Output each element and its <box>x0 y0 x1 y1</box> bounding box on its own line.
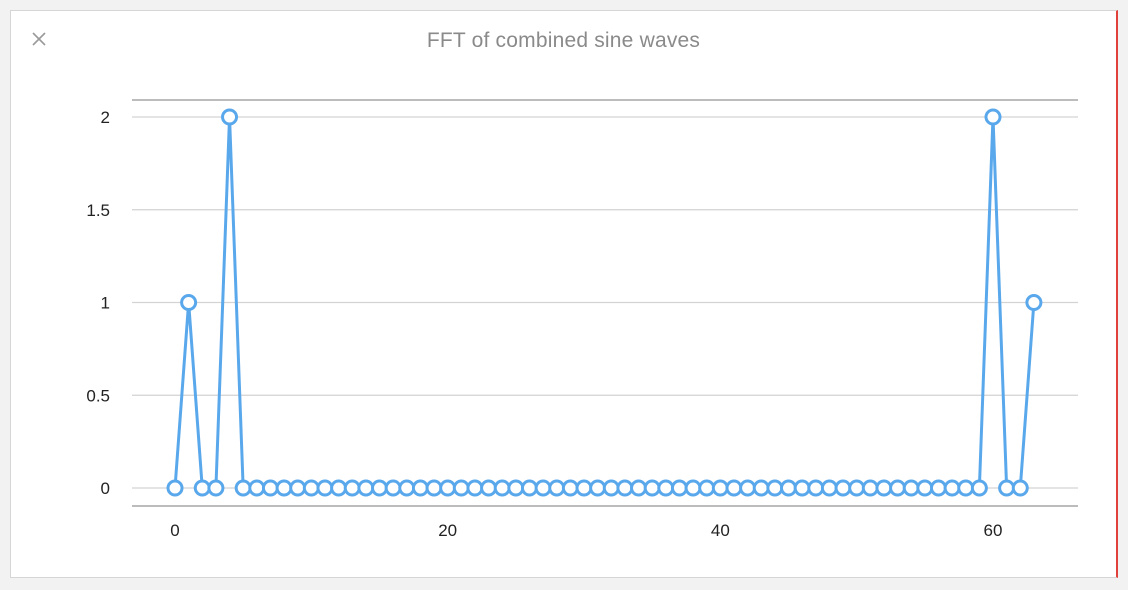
data-point <box>480 479 498 497</box>
data-point <box>316 479 334 497</box>
data-point <box>371 479 388 497</box>
data-point <box>561 479 579 497</box>
data-point <box>998 479 1016 497</box>
data-point <box>970 479 988 497</box>
data-point <box>739 479 757 497</box>
data-point <box>520 479 538 497</box>
data-point <box>861 479 879 497</box>
data-point <box>616 479 634 497</box>
data-point <box>493 479 511 497</box>
data-point <box>725 479 743 497</box>
data-point <box>507 479 525 497</box>
data-point <box>193 479 211 497</box>
x-tick-label: 40 <box>711 521 730 540</box>
data-point <box>166 479 184 497</box>
data-point <box>889 479 907 497</box>
data-point <box>575 479 593 497</box>
data-point <box>848 479 866 497</box>
x-tick-label: 60 <box>984 521 1003 540</box>
data-point <box>248 479 266 497</box>
data-point <box>261 479 279 497</box>
data-point <box>275 479 293 497</box>
data-point <box>452 479 470 497</box>
data-point <box>916 479 934 497</box>
data-point <box>289 479 307 497</box>
chart-title: FFT of combined sine waves <box>426 29 701 52</box>
data-point <box>630 479 648 497</box>
y-tick-label: 0 <box>101 479 110 498</box>
data-point <box>711 479 729 497</box>
close-icon <box>32 32 46 46</box>
data-point <box>221 108 239 126</box>
data-point <box>752 479 770 497</box>
data-point <box>875 479 893 497</box>
data-point <box>343 479 361 497</box>
data-point <box>534 479 552 497</box>
data-point <box>439 479 457 497</box>
data-point <box>234 479 252 497</box>
data-point <box>398 479 416 497</box>
data-point <box>929 479 947 497</box>
data-point <box>780 479 797 497</box>
data-point <box>902 479 920 497</box>
data-point <box>548 479 566 497</box>
data-point <box>1025 294 1043 311</box>
data-point <box>425 479 443 497</box>
data-point <box>466 479 484 497</box>
data-point <box>330 479 348 497</box>
data-point <box>698 479 716 497</box>
y-tick-label: 1.5 <box>86 201 110 220</box>
data-point <box>766 479 784 497</box>
data-point <box>602 479 620 497</box>
y-tick-label: 2 <box>101 108 110 127</box>
data-point <box>302 479 320 497</box>
data-point <box>984 108 1002 126</box>
x-tick-label: 0 <box>170 521 179 540</box>
data-point <box>180 294 198 311</box>
close-button[interactable] <box>27 27 51 51</box>
data-point <box>411 479 429 497</box>
data-point <box>1011 479 1029 497</box>
data-point <box>820 479 838 497</box>
data-point <box>670 479 688 497</box>
data-point <box>684 479 702 497</box>
data-point <box>957 479 975 497</box>
data-point <box>384 479 402 497</box>
data-point <box>643 479 661 497</box>
y-tick-label: 0.5 <box>86 386 110 405</box>
data-point <box>357 479 375 497</box>
x-tick-label: 20 <box>438 521 457 540</box>
data-point <box>657 479 675 497</box>
data-point <box>207 479 225 497</box>
data-point <box>793 479 811 497</box>
data-point <box>834 479 852 497</box>
y-tick-label: 1 <box>101 294 110 313</box>
data-point <box>943 479 961 497</box>
data-point <box>807 479 825 497</box>
data-point <box>589 479 607 497</box>
